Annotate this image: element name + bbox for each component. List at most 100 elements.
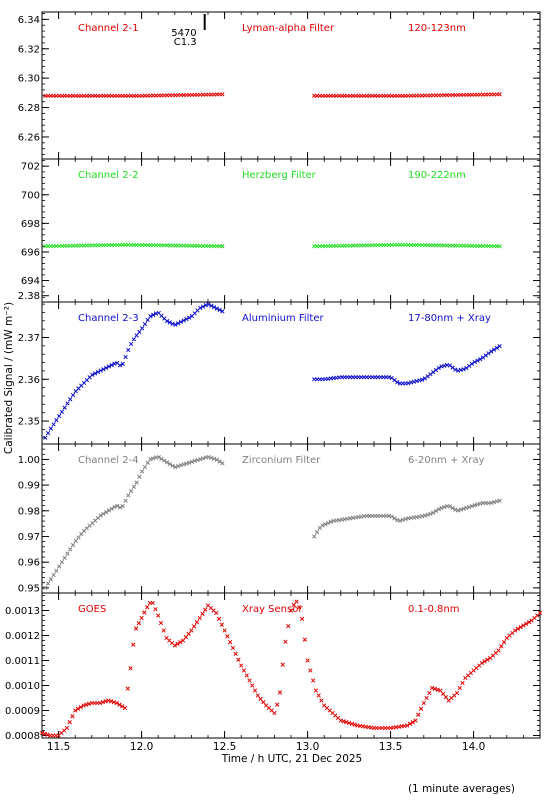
data-point — [122, 705, 128, 711]
data-point — [54, 418, 59, 423]
data-point — [59, 409, 65, 414]
data-point — [419, 377, 425, 382]
data-point — [70, 542, 76, 548]
data-point — [261, 700, 266, 705]
data-point — [159, 456, 164, 462]
data-point — [150, 600, 155, 606]
data-point — [131, 337, 137, 342]
data-point — [316, 693, 321, 698]
data-point — [170, 463, 175, 468]
y-axis-label: Calibrated Signal / (mW m⁻²) — [3, 302, 15, 454]
data-point — [241, 668, 247, 673]
data-point — [457, 685, 462, 691]
data-point — [134, 480, 139, 485]
data-point — [181, 318, 186, 323]
data-point — [48, 426, 54, 431]
panel-2: 694 696 698 700 702 Channel 2-2 Herzberg Filte… — [21, 158, 541, 303]
data-point — [472, 503, 477, 508]
data-point — [475, 502, 480, 507]
data-point — [230, 645, 236, 651]
data-point — [112, 504, 117, 510]
data-point — [217, 307, 222, 313]
data-point — [526, 620, 532, 625]
data-point — [275, 702, 280, 707]
x-tick-label: 12.0 — [130, 741, 153, 753]
y-tick-label: 0.99 — [18, 481, 40, 492]
data-point — [425, 512, 430, 517]
data-point — [178, 463, 184, 468]
data-point — [104, 365, 109, 371]
data-point — [123, 354, 128, 360]
panel-4: 0.95 0.96 0.97 0.98 0.99 1.00 Channel 2-4 Zirco… — [18, 443, 541, 594]
data-point — [496, 648, 501, 653]
data-point — [131, 484, 137, 489]
data-point — [192, 624, 197, 629]
data-point — [101, 511, 106, 517]
data-point — [515, 626, 521, 631]
data-series — [39, 599, 543, 738]
data-point — [43, 435, 48, 440]
y-tick-label: 702 — [21, 162, 40, 173]
footnote: (1 minute averages) — [408, 783, 515, 795]
data-point — [305, 658, 310, 663]
data-point — [439, 505, 444, 511]
data-point — [98, 513, 103, 518]
data-point — [151, 312, 156, 318]
data-point — [395, 380, 400, 385]
data-point — [76, 535, 81, 540]
data-point — [405, 723, 410, 728]
y-tick-label: 696 — [21, 247, 40, 258]
data-point — [479, 660, 485, 666]
y-tick-label: 700 — [21, 190, 40, 201]
data-point — [389, 514, 394, 519]
data-point — [153, 607, 158, 612]
data-point — [145, 460, 150, 465]
y-tick-label: 2.36 — [18, 375, 40, 386]
data-point — [464, 505, 469, 511]
data-point — [272, 710, 277, 716]
data-point — [328, 519, 333, 524]
data-point — [325, 520, 331, 526]
data-point — [156, 455, 161, 460]
data-point — [73, 538, 78, 544]
data-point — [299, 616, 305, 621]
data-point — [424, 695, 429, 701]
data-point — [283, 639, 288, 644]
data-point — [198, 305, 203, 311]
data-point — [438, 688, 443, 693]
data-point — [117, 363, 123, 368]
data-point — [203, 303, 208, 308]
data-point — [148, 314, 153, 319]
data-point — [175, 641, 180, 646]
y-tick-label: 0.0011 — [5, 656, 40, 667]
data-point — [521, 623, 526, 628]
data-point — [73, 708, 78, 713]
panel-5: 0.0008 0.0009 0.0010 0.0011 0.0012 0.0013 GOES… — [5, 592, 543, 742]
data-series — [312, 242, 502, 249]
data-point — [195, 457, 200, 463]
data-point — [68, 397, 73, 402]
data-point — [123, 498, 128, 503]
data-point — [48, 577, 54, 582]
data-point — [84, 702, 89, 707]
data-point — [220, 92, 225, 97]
data-point — [43, 585, 48, 591]
data-point — [478, 357, 483, 362]
data-point — [70, 714, 75, 719]
data-point — [209, 455, 214, 461]
data-point — [450, 505, 455, 511]
data-point — [312, 534, 317, 539]
data-point — [117, 505, 123, 510]
data-point — [320, 523, 325, 528]
data-point — [291, 602, 296, 608]
filter-label: Xray Sensor — [242, 604, 303, 615]
data-point — [501, 640, 507, 645]
data-point — [421, 700, 426, 706]
data-point — [458, 507, 464, 512]
data-point — [214, 457, 220, 462]
data-point — [120, 503, 125, 509]
data-point — [436, 507, 441, 512]
data-point — [436, 365, 441, 371]
data-point — [70, 392, 76, 398]
data-point — [120, 704, 125, 709]
